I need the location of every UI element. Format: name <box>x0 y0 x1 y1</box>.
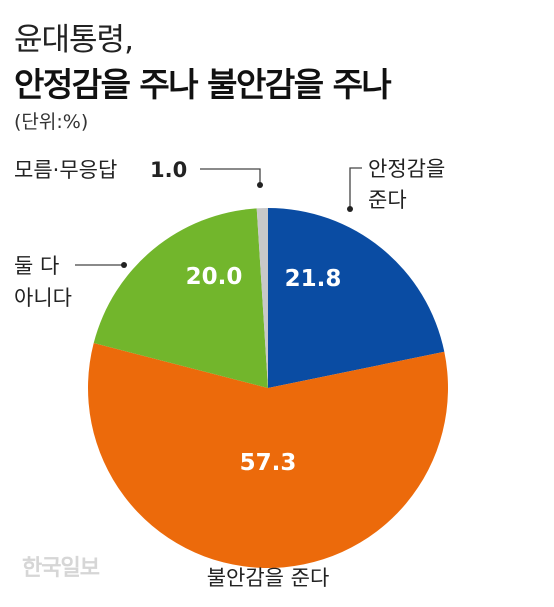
category-label: 불안감을 준다 <box>207 566 330 590</box>
category-label: 모름·무응답 <box>14 158 117 182</box>
pie-slice <box>256 208 268 388</box>
leader-stable-dot <box>347 206 353 212</box>
category-label: 준다 <box>368 188 407 212</box>
leader-lines <box>75 167 362 268</box>
value-label: 57.3 <box>240 450 297 476</box>
value-label: 21.8 <box>285 266 342 292</box>
pie-slice <box>268 208 445 388</box>
watermark-logo: 한국일보 <box>22 556 100 581</box>
unit-label: (단위:%) <box>14 111 89 133</box>
category-label: 안정감을 <box>368 157 445 181</box>
leader-neither-dot <box>121 262 127 268</box>
category-label: 아니다 <box>14 286 72 310</box>
leader-unknown <box>200 168 261 185</box>
leader-unknown-dot <box>257 182 263 188</box>
title-line2: 안정감을 주나 불안감을 주나 <box>14 65 392 104</box>
pie-slices <box>87 208 448 568</box>
value-label: 20.0 <box>186 264 243 290</box>
leader-stable <box>349 167 362 209</box>
value-label: 1.0 <box>150 158 187 182</box>
title-line1: 윤대통령, <box>14 22 134 58</box>
category-label: 둘 다 <box>14 254 59 278</box>
pie-slice <box>93 208 268 388</box>
pie-slice <box>87 343 448 568</box>
